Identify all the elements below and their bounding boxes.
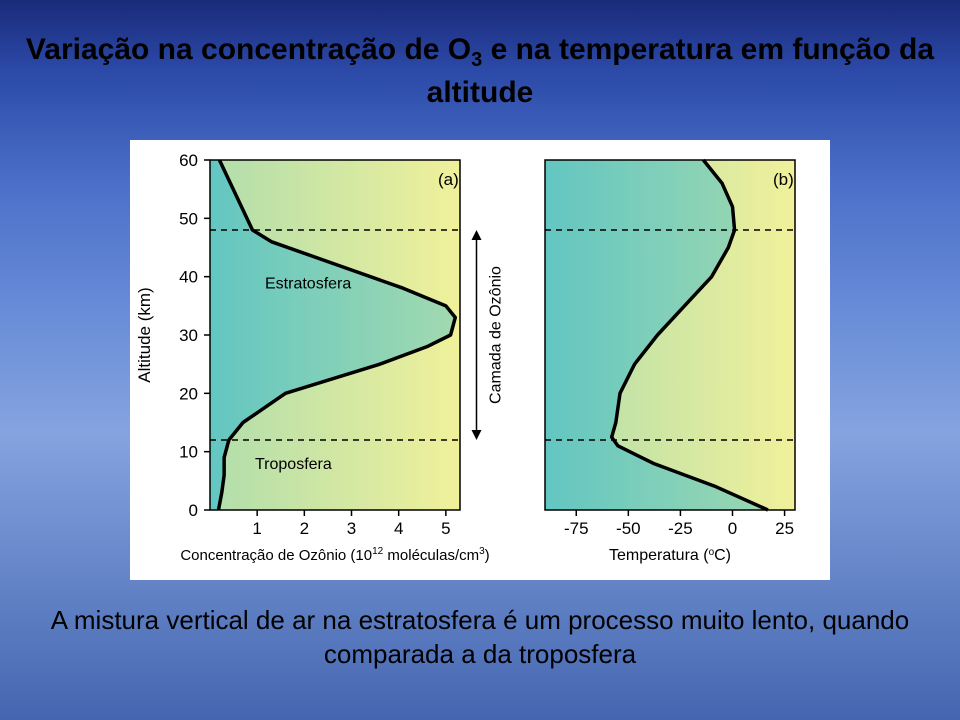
- svg-text:(a): (a): [438, 170, 459, 189]
- svg-text:60: 60: [179, 151, 198, 170]
- svg-text:30: 30: [179, 326, 198, 345]
- svg-text:Troposfera: Troposfera: [255, 456, 332, 473]
- svg-text:20: 20: [179, 384, 198, 403]
- svg-text:3: 3: [347, 519, 356, 538]
- svg-text:(b): (b): [773, 170, 794, 189]
- svg-text:-25: -25: [668, 519, 693, 538]
- svg-text:Temperatura (oC): Temperatura (oC): [609, 547, 731, 564]
- svg-text:50: 50: [179, 209, 198, 228]
- chart-area: 0 10 20 30 40 50 60 Altitude (km) 1 2 3 4 5 Concentra…: [130, 140, 830, 580]
- svg-text:Estratosfera: Estratosfera: [265, 275, 351, 292]
- svg-text:10: 10: [179, 443, 198, 462]
- svg-text:2: 2: [300, 519, 309, 538]
- svg-text:Altitude (km): Altitude (km): [135, 287, 154, 382]
- slide-caption: A mistura vertical de ar na estratosfera…: [0, 604, 960, 672]
- svg-text:40: 40: [179, 268, 198, 287]
- svg-text:-75: -75: [564, 519, 589, 538]
- svg-text:-50: -50: [616, 519, 641, 538]
- svg-text:Camada de Ozônio: Camada de Ozônio: [488, 266, 505, 404]
- svg-text:Concentração de Ozônio (1012 m: Concentração de Ozônio (1012 moléculas/c…: [180, 546, 489, 564]
- svg-text:25: 25: [775, 519, 794, 538]
- svg-text:1: 1: [252, 519, 261, 538]
- slide-title: Variação na concentração de O3 e na temp…: [0, 30, 960, 112]
- svg-text:4: 4: [394, 519, 403, 538]
- svg-text:0: 0: [189, 501, 198, 520]
- svg-text:0: 0: [728, 519, 737, 538]
- svg-text:5: 5: [441, 519, 450, 538]
